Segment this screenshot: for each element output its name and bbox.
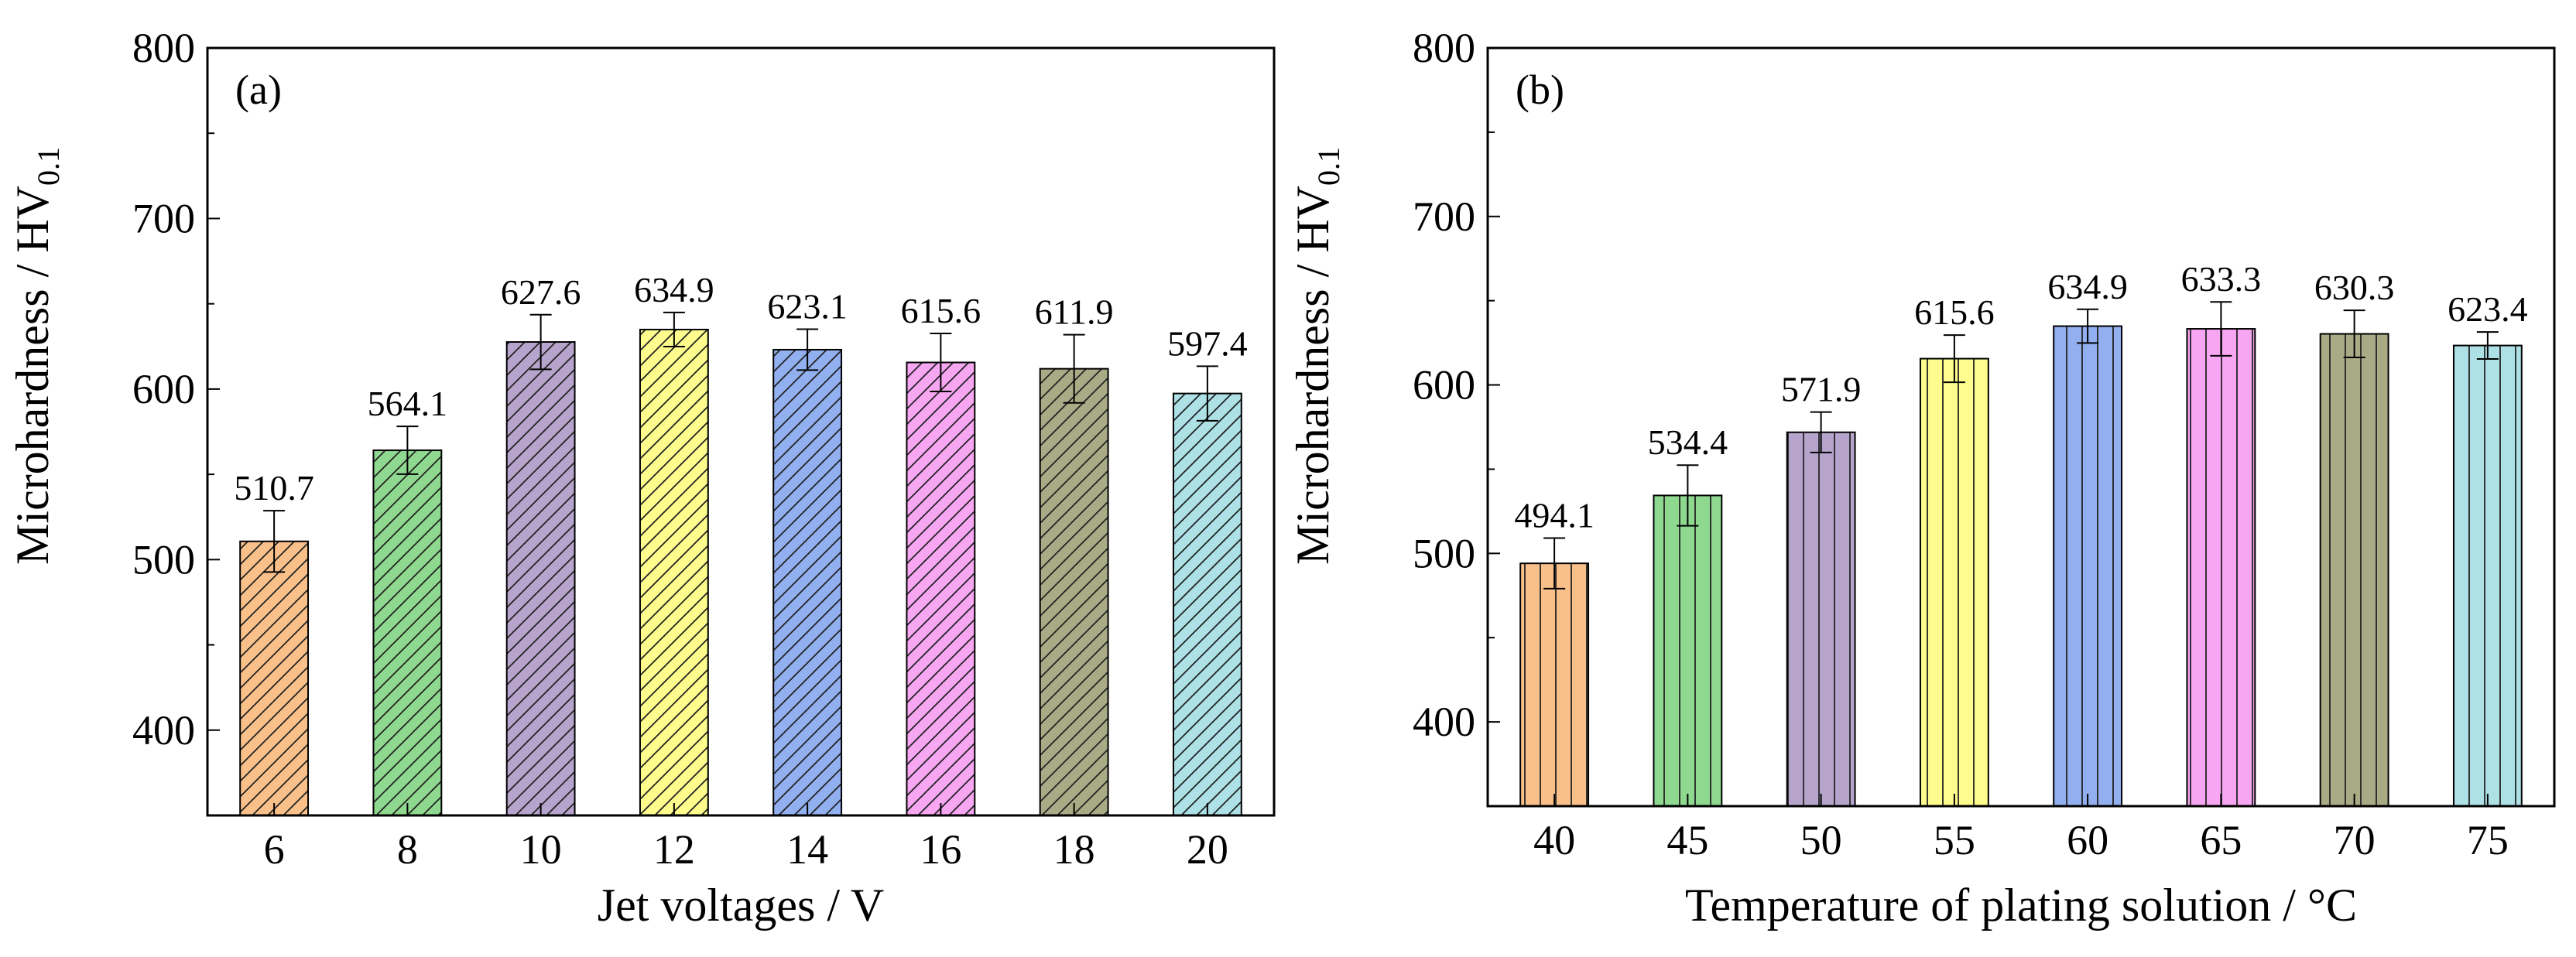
x-tick-label: 50 <box>1800 817 1842 863</box>
y-axis-label: Microhardness / HV0.1 <box>7 147 66 565</box>
bar <box>2186 328 2256 807</box>
bar <box>1172 392 1242 817</box>
y-tick-label: 400 <box>1413 699 1475 745</box>
y-tick-label: 500 <box>132 536 195 583</box>
x-axis-label: Jet voltages / V <box>598 880 885 931</box>
y-axis-label: Microhardness / HV0.1 <box>1287 147 1346 565</box>
data-label: 623.4 <box>2448 289 2528 329</box>
bar <box>1519 562 1590 808</box>
x-tick-label: 45 <box>1667 817 1708 863</box>
x-tick-label: 10 <box>520 826 562 873</box>
panel-label: (b) <box>1516 67 1564 113</box>
x-tick-label: 20 <box>1187 826 1228 873</box>
bar <box>1786 431 1856 807</box>
data-label: 494.1 <box>1514 496 1595 535</box>
data-label: 634.9 <box>634 270 714 309</box>
x-tick-label: 40 <box>1533 817 1575 863</box>
chart-panel-a: 510.7 6 564.1 8 627.6 10 634.9 12 623.1 14 615.6 16… <box>7 25 1276 931</box>
x-tick-label: 14 <box>786 826 828 873</box>
x-tick-label: 55 <box>1934 817 1975 863</box>
data-label: 623.1 <box>767 287 848 326</box>
x-tick-label: 70 <box>2334 817 2376 863</box>
y-tick-label: 800 <box>132 25 195 71</box>
data-label: 510.7 <box>234 468 314 508</box>
x-tick-label: 60 <box>2067 817 2108 863</box>
x-tick-label: 75 <box>2467 817 2509 863</box>
bar <box>772 348 843 816</box>
data-label: 597.4 <box>1167 323 1248 363</box>
data-label: 634.9 <box>2047 267 2128 306</box>
plot-frame <box>206 46 1276 817</box>
y-tick-label: 400 <box>132 707 195 754</box>
data-label: 534.4 <box>1648 422 1728 462</box>
x-tick-label: 16 <box>920 826 961 873</box>
x-axis-label: Temperature of plating solution / °C <box>1685 880 2357 931</box>
x-tick-label: 6 <box>264 826 285 873</box>
bar <box>505 341 576 817</box>
bar <box>1653 494 1723 807</box>
bar <box>372 449 443 816</box>
y-tick-label: 800 <box>1413 25 1475 71</box>
plot-frame <box>1486 46 2556 808</box>
bar <box>2319 333 2389 807</box>
data-label: 571.9 <box>1781 370 1862 409</box>
x-tick-label: 65 <box>2200 817 2242 863</box>
bar <box>239 540 310 816</box>
panel-label: (a) <box>235 67 282 113</box>
y-axis-label-subscript: 0.1 <box>1311 147 1346 186</box>
y-axis-label-subscript: 0.1 <box>31 147 66 186</box>
data-label: 611.9 <box>1035 292 1114 332</box>
y-tick-label: 700 <box>1413 193 1475 240</box>
x-tick-label: 8 <box>397 826 418 873</box>
data-label: 615.6 <box>901 291 981 330</box>
y-tick-label: 600 <box>132 366 195 412</box>
bar <box>639 328 709 816</box>
bar <box>1919 357 1989 807</box>
y-tick-label: 700 <box>132 195 195 241</box>
bar <box>2053 325 2123 808</box>
x-tick-label: 12 <box>653 826 695 873</box>
bar <box>2452 344 2523 807</box>
bar <box>906 361 976 816</box>
bar <box>1039 367 1109 816</box>
data-label: 627.6 <box>501 272 581 312</box>
y-axis-label-main: Microhardness / HV <box>7 186 58 565</box>
y-tick-label: 500 <box>1413 530 1475 576</box>
data-label: 564.1 <box>368 384 448 423</box>
y-tick-label: 600 <box>1413 362 1475 408</box>
chart-panel-b: 494.1 40 534.4 45 571.9 50 615.6 55 634.9 60 633.3… <box>1287 25 2556 931</box>
data-label: 615.6 <box>1914 292 1995 332</box>
x-tick-label: 18 <box>1053 826 1095 873</box>
data-label: 630.3 <box>2314 268 2395 307</box>
y-axis-label-main: Microhardness / HV <box>1287 186 1338 565</box>
data-label: 633.3 <box>2181 259 2262 299</box>
